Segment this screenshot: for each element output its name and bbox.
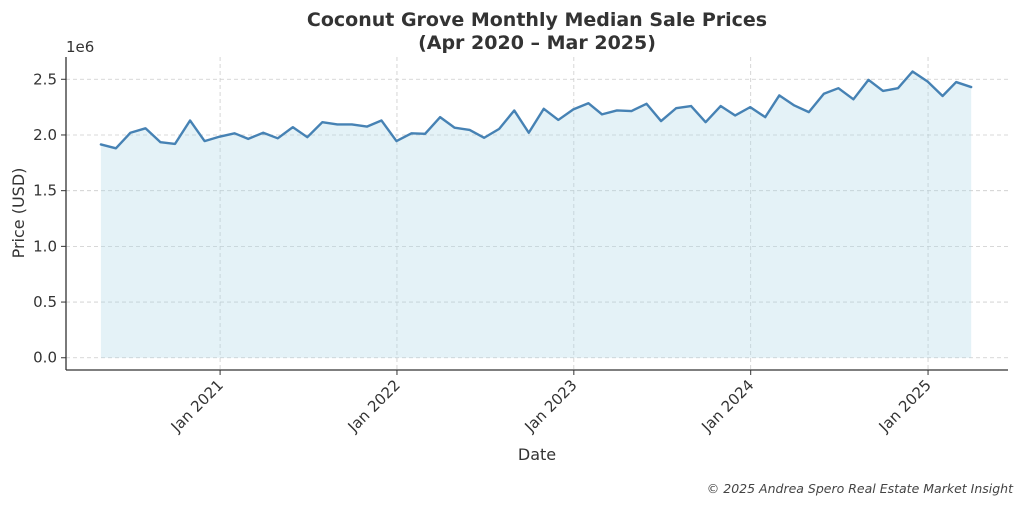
price-data-point [630, 110, 632, 112]
price-data-point [749, 106, 751, 108]
price-data-point [453, 127, 455, 129]
price-data-point [793, 104, 795, 106]
y-axis-offset-label: 1e6 [66, 38, 94, 56]
price-data-point [926, 80, 928, 82]
x-tick-label: Jan 2021 [167, 376, 227, 436]
price-data-point [233, 132, 235, 134]
x-tick-label: Jan 2023 [520, 376, 580, 436]
price-data-point [543, 108, 545, 110]
price-data-point [483, 137, 485, 139]
price-data-point [306, 136, 308, 138]
x-tick-label: Jan 2022 [344, 376, 404, 436]
price-data-point [645, 103, 647, 105]
price-data-point [572, 108, 574, 110]
price-data-point [321, 121, 323, 123]
price-data-point [218, 135, 220, 137]
price-data-point [970, 86, 972, 88]
price-data-point [808, 111, 810, 113]
price-data-point [897, 87, 899, 89]
price-area-fill [100, 71, 972, 358]
price-data-point [852, 98, 854, 100]
price-data-point [174, 143, 176, 145]
price-data-point [424, 133, 426, 135]
price-data-point [690, 105, 692, 107]
price-data-point [144, 127, 146, 129]
price-data-point [129, 132, 131, 134]
price-data-point [395, 140, 397, 142]
price-data-point [823, 93, 825, 95]
price-data-point [601, 113, 603, 115]
price-data-point [115, 147, 117, 149]
price-data-point [660, 120, 662, 122]
price-data-point [100, 143, 102, 145]
y-tick-label: 0.5 [33, 293, 57, 311]
price-data-point [734, 114, 736, 116]
price-data-point [528, 132, 530, 134]
price-data-point [882, 90, 884, 92]
price-data-point [557, 119, 559, 121]
price-data-point [587, 102, 589, 104]
price-data-point [513, 109, 515, 111]
chart-title: Coconut Grove Monthly Median Sale Prices [307, 9, 767, 31]
price-data-point [675, 107, 677, 109]
price-data-point [247, 138, 249, 140]
price-data-point [203, 140, 205, 142]
price-data-point [468, 129, 470, 131]
y-tick-label: 1.5 [33, 182, 57, 200]
price-data-point [189, 119, 191, 121]
area-layer [99, 70, 973, 358]
price-data-point [764, 116, 766, 118]
x-axis-label: Date [518, 445, 556, 464]
y-tick-label: 0.0 [33, 349, 57, 367]
price-data-point [292, 126, 294, 128]
y-tick-label: 1.0 [33, 237, 57, 255]
price-data-point [616, 109, 618, 111]
price-data-point [867, 79, 869, 81]
price-data-point [277, 137, 279, 139]
price-series-line [99, 70, 973, 150]
price-data-point [719, 105, 721, 107]
price-data-point [159, 141, 161, 143]
axes-layer [65, 57, 1008, 371]
price-data-point [366, 125, 368, 127]
price-data-point [955, 81, 957, 83]
price-data-point [911, 70, 913, 72]
x-tick-label: Jan 2024 [697, 376, 757, 436]
y-tick-label: 2.0 [33, 126, 57, 144]
price-data-point [262, 132, 264, 134]
price-data-point [498, 128, 500, 130]
price-data-point [439, 116, 441, 118]
price-data-point [837, 87, 839, 89]
y-tick-label: 2.5 [33, 70, 57, 88]
y-axis-label: Price (USD) [9, 168, 28, 259]
price-data-point [778, 94, 780, 96]
price-data-point [336, 123, 338, 125]
chart-subtitle: (Apr 2020 – Mar 2025) [418, 32, 656, 54]
price-data-point [380, 119, 382, 121]
price-data-point [704, 121, 706, 123]
copyright-footer: © 2025 Andrea Spero Real Estate Market I… [707, 481, 1014, 496]
price-data-point [941, 95, 943, 97]
price-data-point [351, 123, 353, 125]
price-data-point [410, 132, 412, 134]
x-tick-label: Jan 2025 [875, 376, 935, 436]
